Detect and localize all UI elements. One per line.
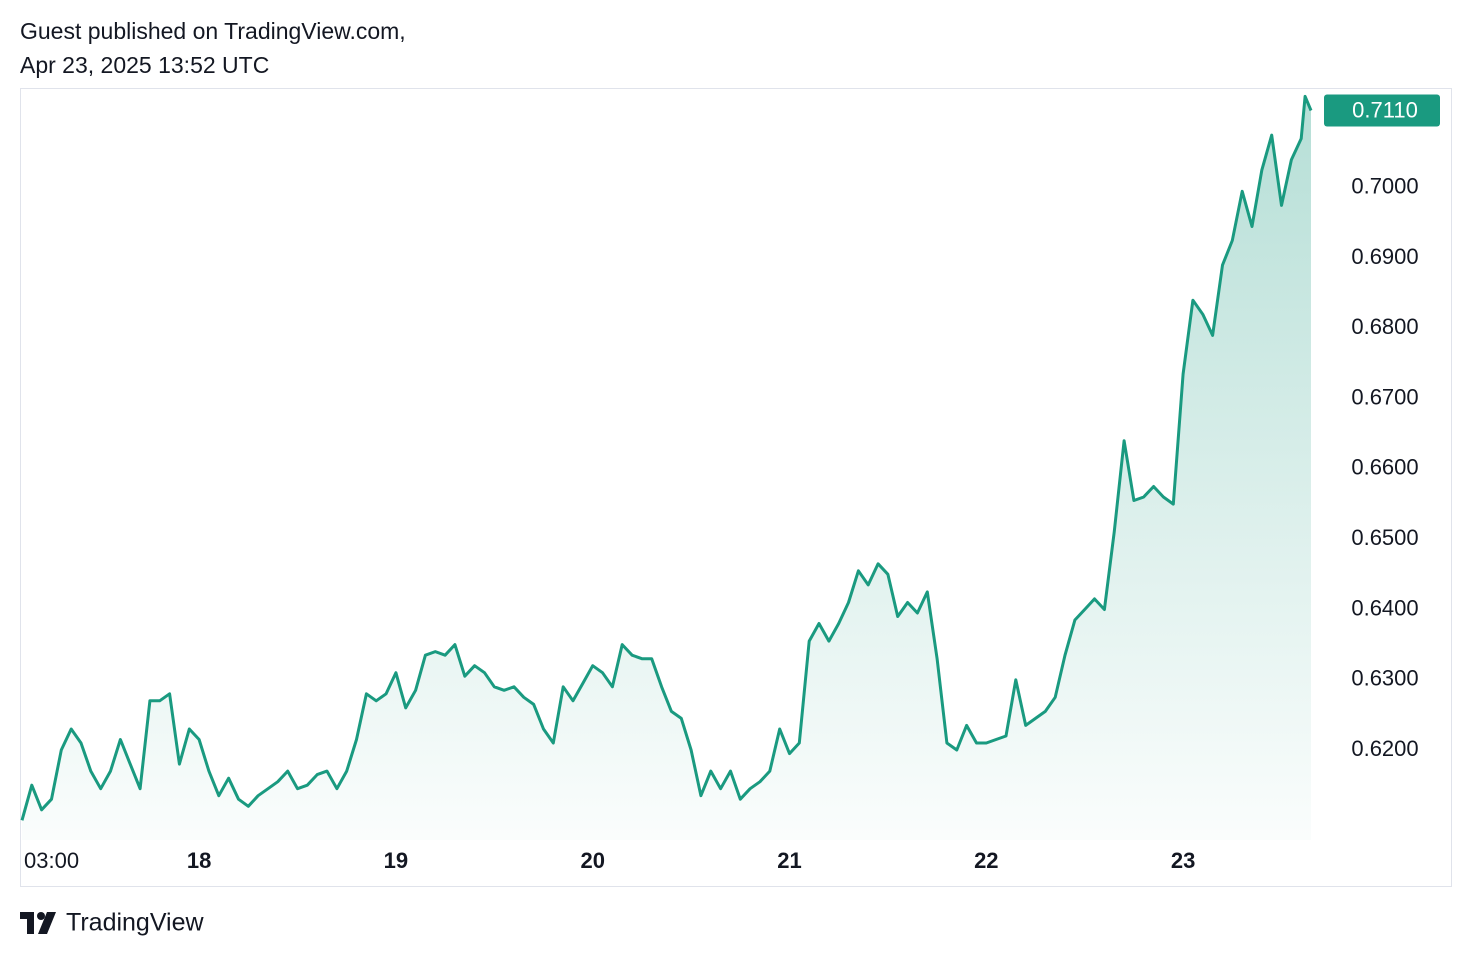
y-tick-label: 0.6300 xyxy=(1351,666,1418,691)
y-tick-label: 0.6700 xyxy=(1351,384,1418,409)
x-tick-label: 18 xyxy=(187,848,211,873)
y-tick-label: 0.6900 xyxy=(1351,244,1418,269)
last-price-badge xyxy=(1324,94,1440,127)
x-tick-label: 20 xyxy=(580,848,604,873)
x-tick-label: 19 xyxy=(384,848,408,873)
x-tick-label: 21 xyxy=(777,848,801,873)
x-tick-label: 23 xyxy=(1171,848,1195,873)
x-tick-label: 22 xyxy=(974,848,998,873)
plot-layer: 0.6200 0.6300 0.6400 0.6500 0.6600 0.6700 0.68… xyxy=(20,94,1440,873)
y-tick-label: 0.6500 xyxy=(1351,525,1418,550)
y-tick-label: 0.6800 xyxy=(1351,314,1418,339)
chart-frame xyxy=(20,88,1452,887)
area-fill xyxy=(22,96,1311,840)
footer-brand: TradingView xyxy=(66,909,205,937)
price-line xyxy=(20,94,1313,821)
y-tick-label: 0.6400 xyxy=(1351,595,1418,620)
header-publisher: Guest published on TradingView.com, xyxy=(20,18,406,44)
tradingview-logo xyxy=(20,912,56,934)
x-tick-label: 03:00 xyxy=(24,848,79,873)
header-date: Apr 23, 2025 13:52 UTC xyxy=(20,52,269,78)
y-tick-label: 0.6600 xyxy=(1351,455,1418,480)
y-tick-label: 0.7000 xyxy=(1351,174,1418,199)
y-tick-label: 0.6200 xyxy=(1351,736,1418,761)
last-price-label: 0.7110 xyxy=(1352,97,1418,122)
